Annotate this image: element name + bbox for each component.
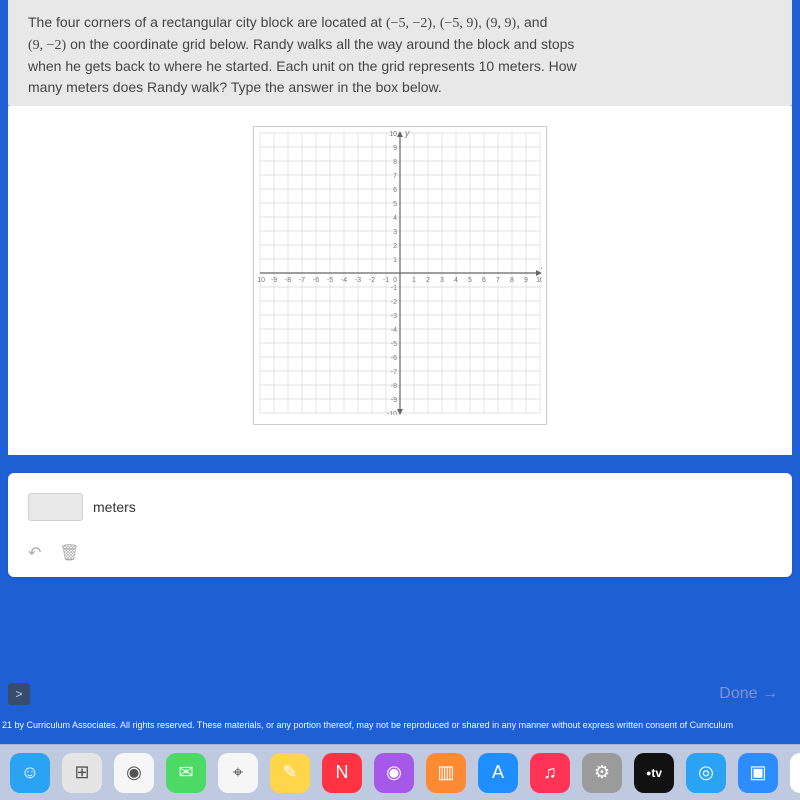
- dock-app-podcasts[interactable]: ◉: [374, 753, 414, 793]
- q-pt4: (9, −2): [28, 38, 66, 53]
- svg-text:-1: -1: [391, 285, 397, 292]
- dock-app-safari2[interactable]: ◎: [686, 753, 726, 793]
- svg-text:10: 10: [389, 131, 397, 138]
- nav-bar: > Done →: [0, 683, 800, 705]
- dock-app-messages[interactable]: ✉: [166, 753, 206, 793]
- q-pt3: (9, 9): [486, 16, 516, 31]
- svg-text:-3: -3: [355, 277, 361, 284]
- svg-text:-7: -7: [299, 277, 305, 284]
- dock-app-appstore[interactable]: A: [478, 753, 518, 793]
- answer-input[interactable]: [28, 493, 83, 521]
- svg-text:9: 9: [393, 145, 397, 152]
- svg-text:3: 3: [393, 229, 397, 236]
- svg-text:7: 7: [496, 277, 500, 284]
- dock-app-maps[interactable]: ⌖: [218, 753, 258, 793]
- dock-app-news[interactable]: N: [322, 753, 362, 793]
- q-pt2: (−5, 9): [440, 16, 478, 31]
- dock-app-settings[interactable]: ⚙: [582, 753, 622, 793]
- svg-text:8: 8: [510, 277, 514, 284]
- dock-app-zoom[interactable]: ▣: [738, 753, 778, 793]
- question-panel: The four corners of a rectangular city b…: [8, 0, 792, 106]
- svg-text:-7: -7: [391, 369, 397, 376]
- q-pt1: (−5, −2): [386, 16, 432, 31]
- svg-text:-6: -6: [313, 277, 319, 284]
- dock-app-photos[interactable]: ✿: [790, 753, 800, 793]
- q-l2: on the coordinate grid below. Randy walk…: [66, 36, 574, 52]
- svg-text:-5: -5: [391, 341, 397, 348]
- svg-text:2: 2: [393, 243, 397, 250]
- svg-text:4: 4: [454, 277, 458, 284]
- svg-text:8: 8: [393, 159, 397, 166]
- svg-text:5: 5: [393, 201, 397, 208]
- dock-app-music[interactable]: ♫: [530, 753, 570, 793]
- svg-text:10: 10: [536, 277, 542, 284]
- svg-text:-8: -8: [285, 277, 291, 284]
- svg-text:1: 1: [393, 257, 397, 264]
- delete-icon[interactable]: 🗑: [59, 543, 79, 563]
- dock-app-notes[interactable]: ✎: [270, 753, 310, 793]
- svg-text:6: 6: [393, 187, 397, 194]
- answer-unit: meters: [93, 499, 136, 515]
- svg-text:7: 7: [393, 173, 397, 180]
- svg-text:-5: -5: [327, 277, 333, 284]
- svg-text:5: 5: [468, 277, 472, 284]
- svg-text:y: y: [404, 131, 410, 138]
- svg-text:3: 3: [440, 277, 444, 284]
- q-l4: many meters does Randy walk? Type the an…: [28, 79, 442, 95]
- svg-text:x: x: [540, 261, 542, 271]
- svg-text:-6: -6: [391, 355, 397, 362]
- q-l3: when he gets back to where he started. E…: [28, 58, 577, 74]
- svg-text:4: 4: [393, 215, 397, 222]
- q-l1b: , and: [516, 14, 547, 30]
- svg-text:9: 9: [524, 277, 528, 284]
- svg-text:-9: -9: [271, 277, 277, 284]
- question-text: The four corners of a rectangular city b…: [28, 12, 772, 98]
- macos-dock: ☺⊞◉✉⌖✎N◉▥A♫⚙●tv◎▣✿P: [0, 744, 800, 800]
- answer-row: meters: [28, 493, 772, 521]
- svg-text:-2: -2: [369, 277, 375, 284]
- svg-text:2: 2: [426, 277, 430, 284]
- svg-text:-3: -3: [391, 313, 397, 320]
- answer-panel: meters ↶ 🗑: [8, 473, 792, 577]
- svg-text:6: 6: [482, 277, 486, 284]
- dock-app-launchpad[interactable]: ⊞: [62, 753, 102, 793]
- coordinate-grid: -10-9-8-7-6-5-4-3-2-10123456789101098765…: [258, 131, 542, 415]
- svg-text:-4: -4: [341, 277, 347, 284]
- svg-text:-2: -2: [391, 299, 397, 306]
- q-l1a: The four corners of a rectangular city b…: [28, 14, 386, 30]
- svg-text:-10: -10: [387, 411, 397, 415]
- svg-text:-1: -1: [383, 277, 389, 284]
- svg-text:-9: -9: [391, 397, 397, 404]
- undo-icon[interactable]: ↶: [28, 543, 41, 563]
- dock-app-safari[interactable]: ◉: [114, 753, 154, 793]
- svg-text:-8: -8: [391, 383, 397, 390]
- svg-text:1: 1: [412, 277, 416, 284]
- grid-wrapper: -10-9-8-7-6-5-4-3-2-10123456789101098765…: [253, 126, 547, 425]
- dock-app-tv[interactable]: ●tv: [634, 753, 674, 793]
- svg-text:0: 0: [393, 277, 397, 284]
- dock-app-finder[interactable]: ☺: [10, 753, 50, 793]
- done-button[interactable]: Done →: [719, 685, 778, 703]
- svg-text:-4: -4: [391, 327, 397, 334]
- grid-panel: -10-9-8-7-6-5-4-3-2-10123456789101098765…: [8, 106, 792, 455]
- dock-app-books[interactable]: ▥: [426, 753, 466, 793]
- prev-button[interactable]: >: [8, 683, 30, 705]
- copyright-text: 21 by Curriculum Associates. All rights …: [0, 716, 800, 734]
- svg-text:-10: -10: [258, 277, 265, 284]
- tool-row: ↶ 🗑: [28, 543, 772, 563]
